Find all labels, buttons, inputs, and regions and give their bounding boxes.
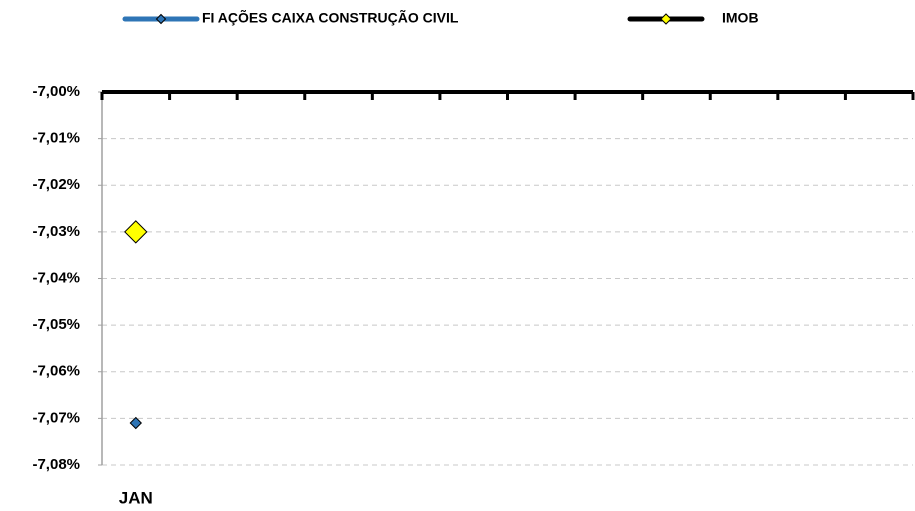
y-tick-label: -7,06%: [32, 363, 80, 380]
legend-marker: [155, 13, 167, 25]
y-tick-label: -7,08%: [32, 456, 80, 473]
y-tick-label: -7,03%: [32, 223, 80, 240]
legend-marker: [660, 13, 672, 25]
y-tick-label: -7,05%: [32, 316, 80, 333]
y-tick-label: -7,07%: [32, 409, 80, 426]
point: [129, 416, 142, 430]
y-tick-label: -7,00%: [32, 83, 80, 100]
y-tick-label: -7,04%: [32, 269, 80, 286]
x-tick-label: JAN: [119, 488, 153, 507]
legend-label: IMOB: [722, 10, 759, 26]
y-tick-label: -7,02%: [32, 176, 80, 193]
y-tick-label: -7,01%: [32, 130, 80, 147]
point: [124, 220, 148, 244]
legend-label: FI AÇÕES CAIXA CONSTRUÇÃO CIVIL: [202, 9, 459, 26]
